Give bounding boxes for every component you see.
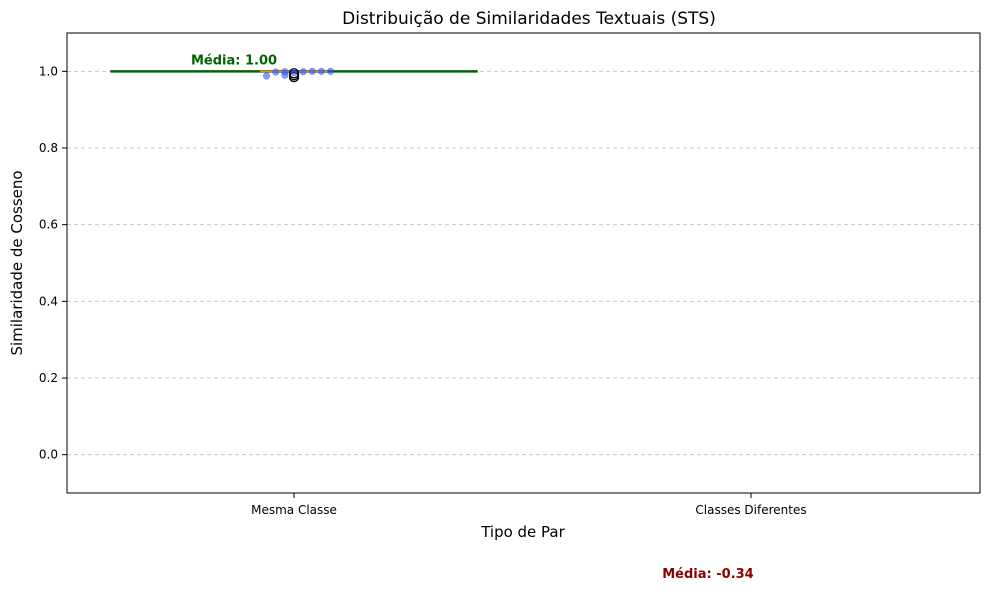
mean-label-mesma-classe: Média: 1.00 — [191, 53, 277, 68]
y-tick-label: 0.4 — [39, 294, 58, 308]
x-axis: Mesma Classe Classes Diferentes — [251, 493, 807, 517]
data-point — [327, 67, 335, 75]
data-point — [272, 68, 280, 76]
mean-label-classes-diferentes: Média: -0.34 — [662, 567, 753, 582]
data-point — [290, 68, 298, 77]
y-tick-label: 0.6 — [39, 218, 58, 232]
y-tick-label: 0.0 — [39, 448, 58, 462]
plot-content — [110, 67, 478, 83]
annotations: Média: 1.00 Média: -0.34 — [191, 53, 754, 582]
y-axis: 0.0 0.2 0.4 0.6 0.8 1.0 — [39, 64, 67, 462]
x-axis-label: Tipo de Par — [480, 523, 565, 541]
y-tick-label: 0.8 — [39, 141, 58, 155]
x-tick-label: Mesma Classe — [251, 503, 337, 517]
y-axis-label: Similaridade de Cosseno — [8, 170, 26, 355]
plot-frame — [66, 32, 981, 494]
data-point — [308, 67, 316, 75]
data-point — [299, 68, 307, 76]
data-point — [263, 72, 271, 80]
data-point — [317, 67, 325, 75]
data-point — [281, 71, 289, 79]
y-tick-label: 0.2 — [39, 371, 58, 385]
grid — [67, 70, 980, 456]
y-tick-label: 1.0 — [39, 64, 58, 78]
x-tick-label: Classes Diferentes — [695, 503, 806, 517]
chart-title: Distribuição de Similaridades Textuais (… — [342, 9, 716, 29]
